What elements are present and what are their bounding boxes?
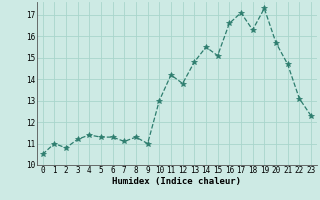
X-axis label: Humidex (Indice chaleur): Humidex (Indice chaleur) (112, 177, 241, 186)
